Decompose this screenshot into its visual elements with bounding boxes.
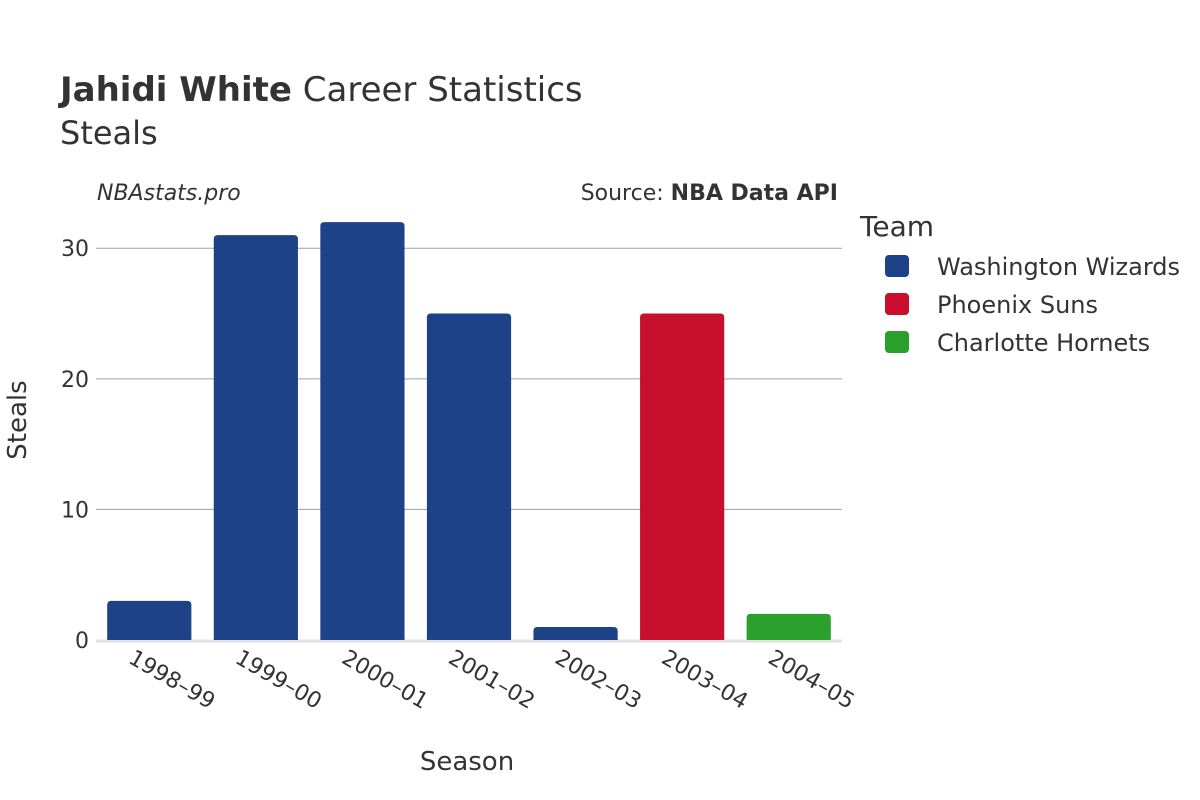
x-tick-label: 2002–03 [551, 646, 646, 715]
bar-2001–02 [426, 313, 512, 640]
y-tick-label: 0 [75, 629, 89, 654]
bar-2000–01 [320, 222, 405, 640]
legend-swatch [885, 293, 909, 315]
y-tick-labels: 0 10 20 30 [61, 237, 89, 654]
bar-1999–00 [213, 235, 298, 641]
legend-label: Phoenix Suns [937, 291, 1098, 319]
credit-site: NBAstats.pro [97, 181, 241, 206]
x-tick-label: 1999–00 [231, 646, 326, 715]
bar-2004–05 [746, 613, 831, 640]
x-tick-labels: 1998–99 1999–00 2000–01 2001–02 2002–03 2003–… [124, 646, 858, 715]
legend-label: Washington Wizards [937, 253, 1180, 281]
legend: Washington Wizards Phoenix Suns Charlotte … [885, 253, 1180, 357]
chart-title-player: Jahidi White [58, 70, 292, 110]
legend-swatch [885, 331, 909, 353]
x-tick-label: 2003–04 [657, 646, 752, 715]
credit-source-name: NBA Data API [671, 181, 838, 206]
y-axis-title: Steals [3, 380, 33, 459]
x-tick-label: 1998–99 [124, 646, 219, 715]
x-axis-title: Season [420, 747, 514, 777]
chart-title: Jahidi White Career Statistics [58, 70, 583, 110]
y-tick-label: 10 [61, 498, 89, 523]
y-tick-label: 20 [61, 368, 89, 393]
bar-2003–04 [640, 313, 725, 640]
legend-title: Team [859, 210, 934, 243]
legend-swatch [885, 255, 909, 277]
bars [107, 222, 831, 641]
chart-title-rest: Career Statistics [292, 70, 583, 110]
legend-label: Charlotte Hornets [937, 329, 1150, 357]
credit-source-prefix: Source: [581, 181, 671, 206]
bar-2002–03 [533, 626, 618, 640]
x-tick-label: 2001–02 [444, 646, 539, 715]
chart-subtitle: Steals [60, 114, 158, 152]
bar-1998–99 [107, 600, 192, 640]
x-tick-label: 2004–05 [764, 646, 859, 715]
x-tick-label: 2000–01 [337, 646, 432, 715]
y-tick-label: 30 [61, 237, 89, 262]
credit-source: Source: NBA Data API [581, 181, 838, 206]
